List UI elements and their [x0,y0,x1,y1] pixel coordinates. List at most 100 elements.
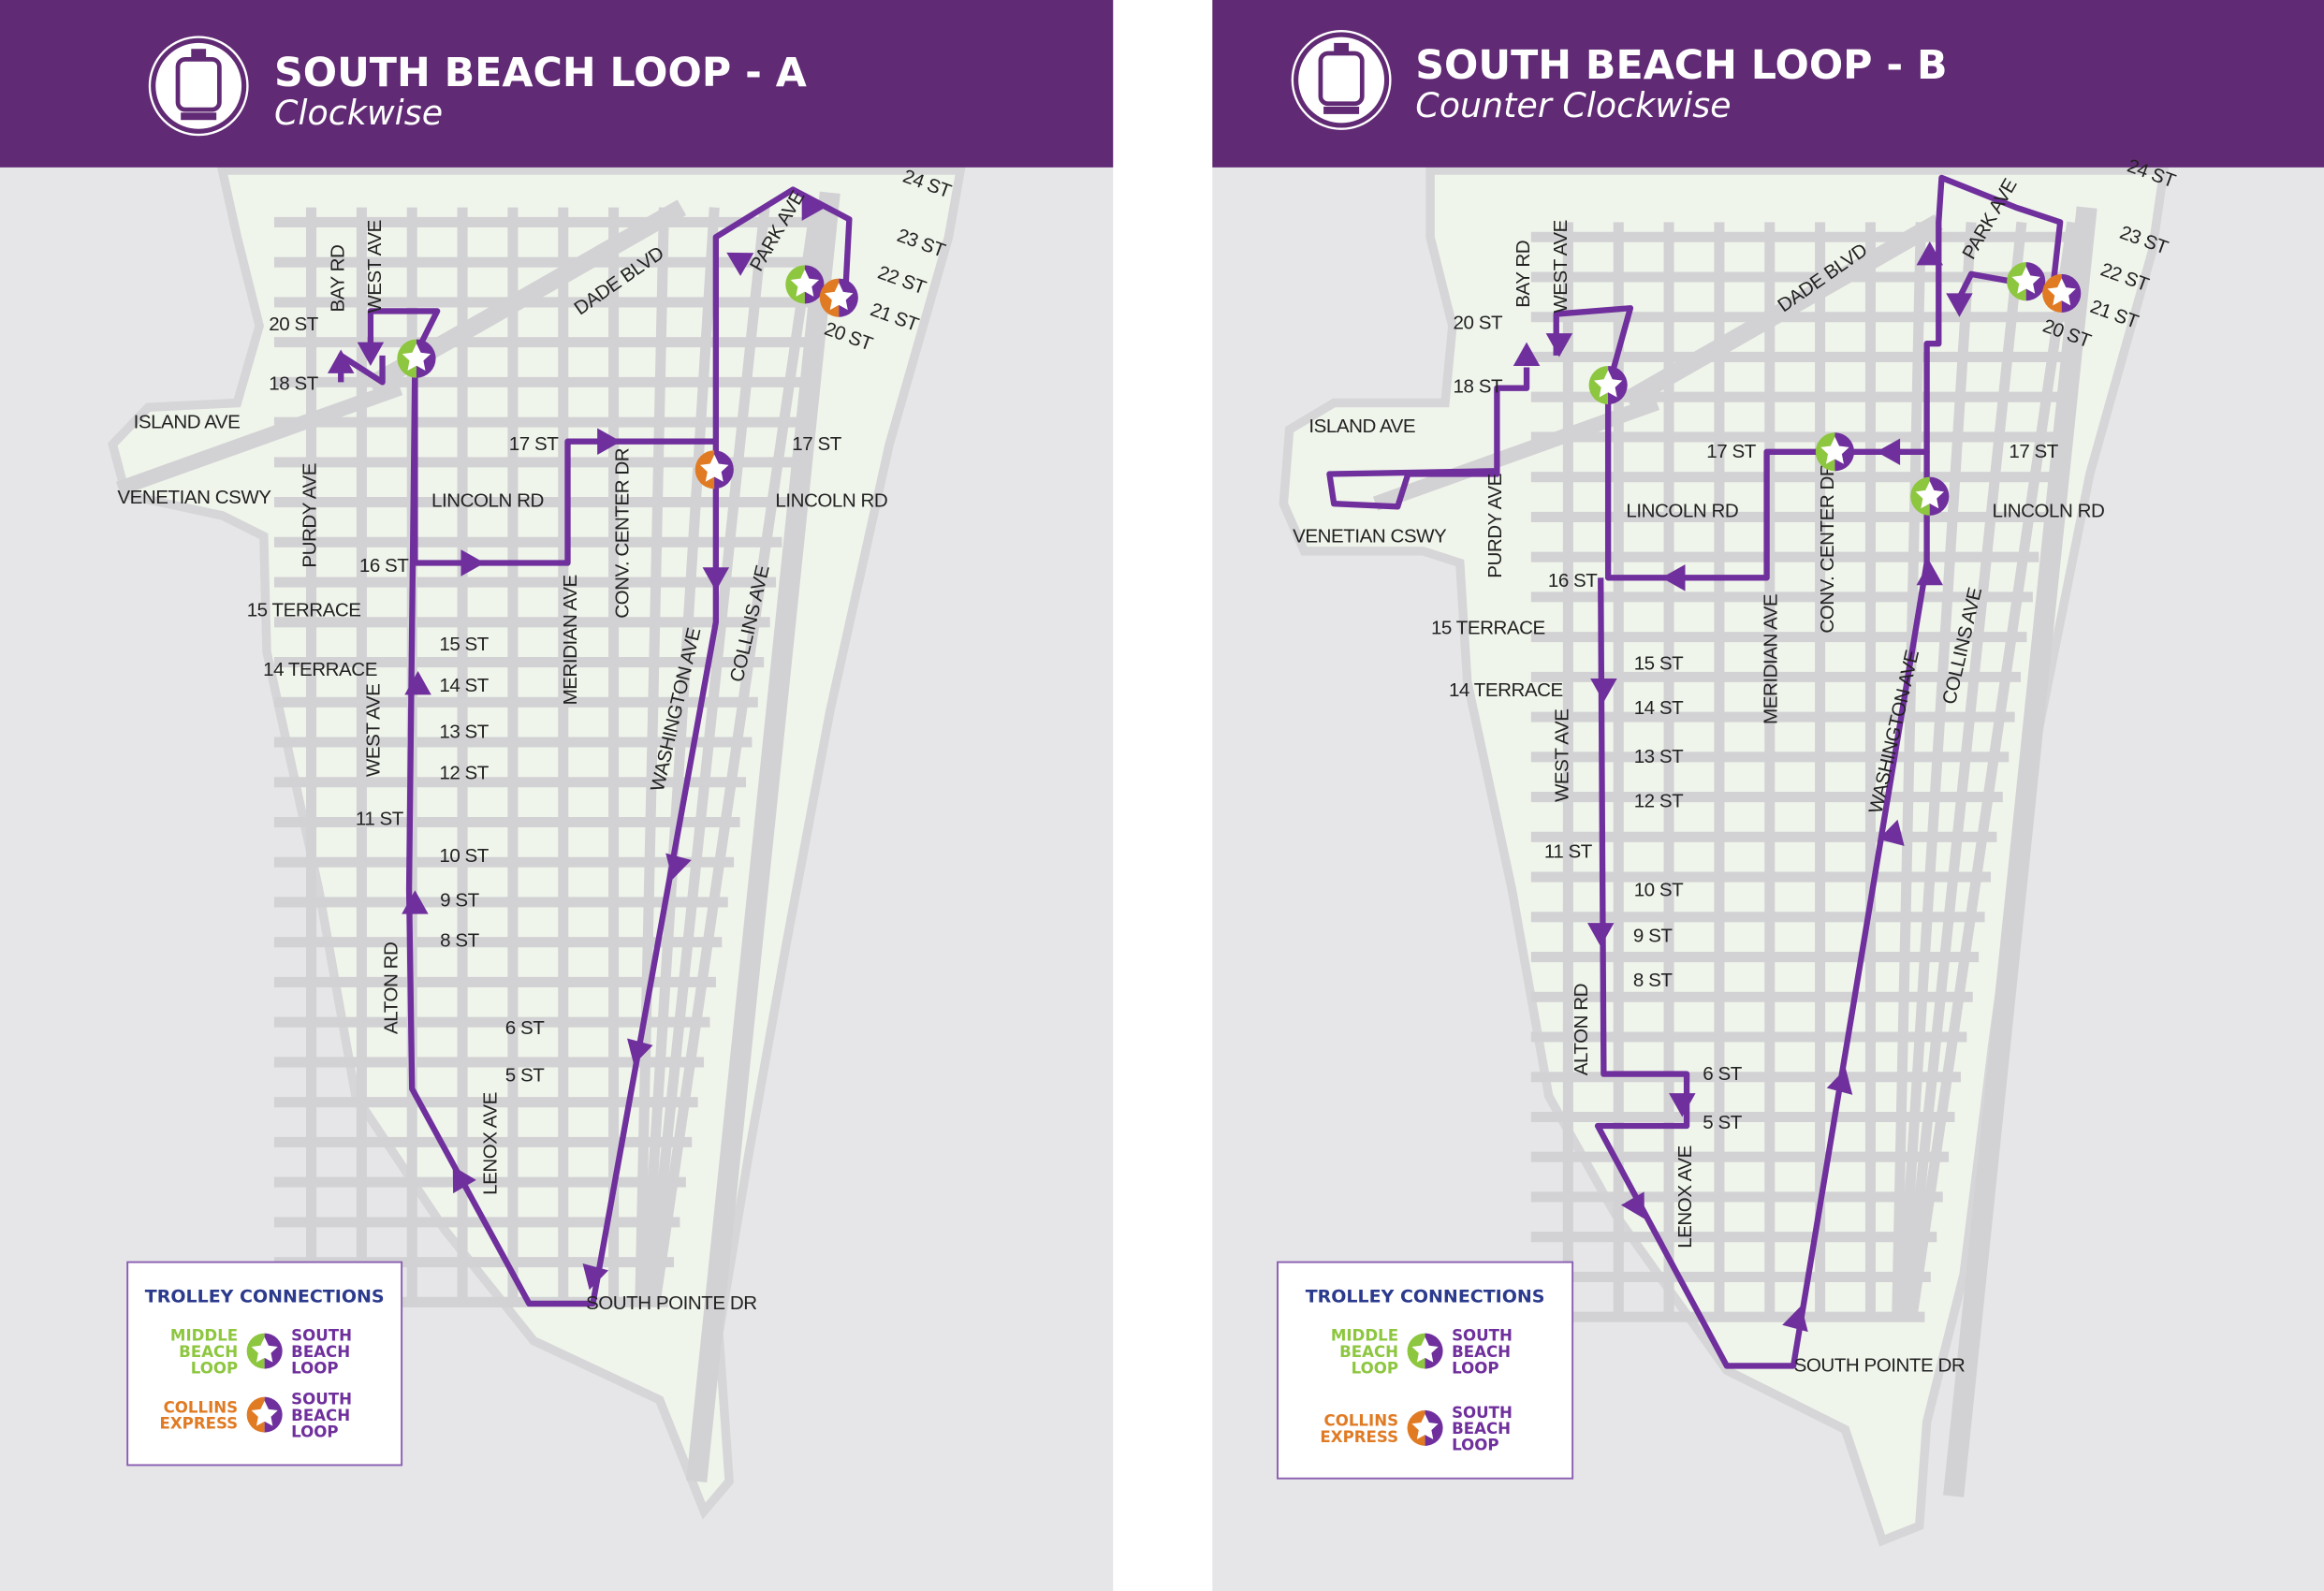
direction-arrow-icon [1620,1191,1644,1219]
street-label: VENETIAN CSWY [117,487,271,508]
connection-star-icon [2042,273,2082,313]
direction-arrow-icon [1661,564,1686,591]
street-label: 17 ST [1706,441,1756,462]
avenue [1896,222,1977,1320]
street-label: 17 ST [509,433,559,455]
legend-left-label: LOOP [191,1359,238,1377]
street-label: 15 ST [1634,652,1684,674]
trolley-icon-body [1318,51,1365,107]
street-label: CONV. CENTER DR [611,448,633,619]
street-label: 6 ST [1703,1063,1742,1085]
star-shape [2047,278,2076,306]
direction-arrow-icon [1916,241,1944,266]
street-label: LINCOLN RD [431,489,544,511]
connection-star-icon [785,265,825,304]
route-line [405,362,720,1307]
street-label: BAY RD [1513,241,1534,308]
collins-ave-street [1943,206,2097,1497]
legend-left-label: MIDDLE [170,1326,238,1344]
street-label: 13 ST [439,721,489,742]
avenue [635,207,669,1305]
connection-star-icon [1588,365,1628,405]
legend-right-label: SOUTH [291,1391,352,1409]
map-subtitle: Clockwise [274,93,443,133]
direction-arrow-icon [702,567,730,591]
street-label: 16 ST [1548,570,1598,591]
street-label: 20 ST [1454,312,1503,333]
legend-left-label: MIDDLE [1331,1326,1398,1344]
street-label: 5 ST [505,1064,545,1086]
connection-star-icon [246,1396,283,1433]
street-label: 16 ST [359,555,409,577]
street-label: 10 ST [439,845,489,867]
street-label: BAY RD [327,245,348,313]
connection-star-icon [1815,432,1855,472]
legend-left-label: EXPRESS [1320,1428,1398,1446]
collins-ave-street [686,191,840,1483]
direction-arrow-icon [582,1263,609,1291]
direction-arrow-icon [1878,819,1905,846]
venetian-cswy-street [116,381,403,496]
trolley-icon [148,36,249,137]
legend-right-label: BEACH [291,1343,350,1361]
legend-left-label: COLLINS [164,1398,239,1416]
avenue [645,207,770,1305]
legend-right-label: LOOP [1452,1437,1498,1454]
star-shape [2011,266,2040,294]
connection-star-icon [1407,1409,1443,1446]
street-label: WEST AVE [362,684,384,777]
street-label: 15 ST [439,634,489,655]
direction-arrow-icon [402,890,429,914]
street-label: 11 ST [356,809,404,830]
star-shape [825,283,854,311]
trolley-icon [1291,30,1392,130]
legend-title: TROLLEY CONNECTIONS [1306,1286,1545,1306]
map-title: SOUTH BEACH LOOP - A [274,50,807,96]
legend-right-label: LOOP [1452,1359,1498,1377]
direction-arrow-icon [1590,678,1617,703]
legend-right-label: BEACH [1452,1343,1511,1361]
star-shape [402,343,431,372]
street-label: PURDY AVE [299,463,320,568]
street-label: 14 ST [439,675,489,696]
street-label: ALTON RD [1571,984,1592,1075]
legend-left-label: COLLINS [1324,1412,1399,1430]
street-label: WEST AVE [1551,709,1572,802]
connection-star-icon [694,450,734,489]
street-label: 14 TERRACE [1449,679,1563,701]
legend-right-label: SOUTH [1452,1326,1513,1344]
street-label: 6 ST [505,1017,545,1039]
header-bar [1212,0,2324,168]
map-subtitle: Counter Clockwise [1415,85,1731,125]
direction-arrow-icon [452,1166,476,1194]
direction-arrow-icon [1826,1068,1853,1095]
street-label: 17 ST [2009,441,2058,462]
street-label: CONV. CENTER DR [1817,463,1838,634]
legend-right-label: SOUTH [1452,1404,1513,1422]
trolley-icon-roof [1334,42,1350,52]
connection-star-icon [2007,262,2046,301]
street-label: LINCOLN RD [1993,500,2105,521]
street-label: VENETIAN CSWY [1293,525,1447,547]
street-label: 12 ST [1634,791,1684,812]
avenue [639,207,720,1305]
street-label: WEST AVE [1550,220,1571,313]
star-shape [1411,1414,1439,1439]
direction-arrow-icon [1876,438,1901,466]
street-label: SOUTH POINTE DR [586,1292,757,1314]
connection-star-icon [819,278,858,317]
legend-right-label: LOOP [291,1359,338,1377]
star-shape [1411,1336,1439,1363]
map-title: SOUTH BEACH LOOP - B [1415,42,1947,89]
direction-arrow-icon [665,853,692,880]
direction-arrow-icon [460,549,485,577]
direction-arrow-icon [1586,923,1615,947]
legend-right-label: SOUTH [291,1326,352,1344]
legend-left-label: EXPRESS [160,1415,239,1433]
star-shape [1593,370,1623,398]
street-label: 14 TERRACE [263,659,377,680]
street-label: LENOX AVE [479,1092,501,1195]
